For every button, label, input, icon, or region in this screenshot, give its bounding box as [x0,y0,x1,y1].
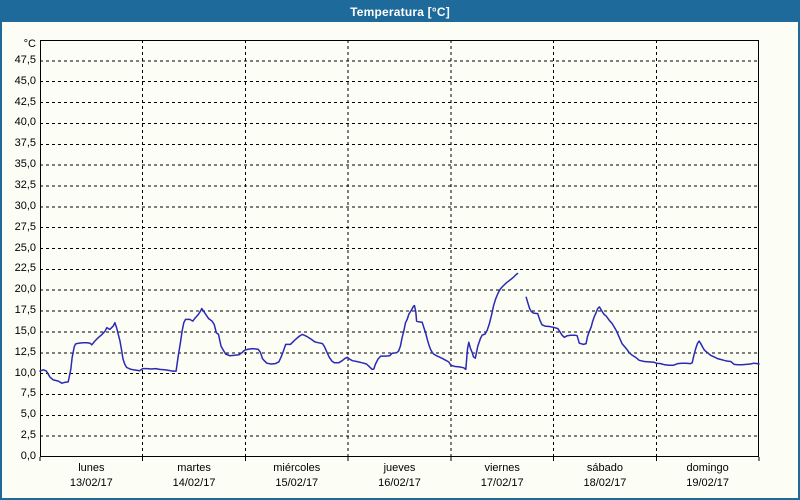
y-axis-tick-label: 12,5 [14,345,36,358]
y-axis-tick-label: 22,5 [14,262,36,275]
window-title: Temperatura [°C] [350,5,450,19]
y-axis-tick-label: 7,5 [20,387,36,400]
y-axis-tick-label: 32,5 [14,178,36,191]
x-axis-day-label: domingo [686,462,729,474]
y-axis-tick-label: 47,5 [14,53,36,66]
x-axis-day-label: viernes [484,462,520,474]
y-axis-tick-label: 2,5 [20,429,36,442]
x-axis-day-label: martes [177,462,211,474]
x-axis-date-label: 17/02/17 [480,477,524,489]
y-axis-tick-label: 42,5 [14,95,36,108]
x-axis-day-label: jueves [383,462,416,474]
x-axis-date-label: 13/02/17 [69,477,113,489]
x-axis-date-label: 19/02/17 [686,477,730,489]
y-axis-tick-label: 0,0 [20,450,36,462]
y-axis-tick-label: 5,0 [20,408,36,421]
y-axis-tick-label: 27,5 [14,220,36,233]
x-axis-day-label: lunes [78,462,105,474]
y-axis-tick-label: 35,0 [14,158,36,171]
x-axis-date-label: 15/02/17 [275,477,319,489]
y-axis-tick-label: 45,0 [14,74,36,87]
x-axis-date-label: 18/02/17 [583,477,627,489]
y-axis-tick-label: 40,0 [14,116,36,129]
y-axis-unit-label: °C [23,38,36,50]
y-axis-tick-label: 37,5 [14,137,36,150]
x-axis-date-label: 14/02/17 [172,477,216,489]
x-axis-day-label: sábado [586,462,623,474]
temperature-line-chart [39,40,760,461]
y-axis-tick-label: 10,0 [14,366,36,379]
plot-area [39,40,760,461]
x-axis-date-label: 16/02/17 [378,477,421,489]
title-bar[interactable]: Temperatura [°C] [2,2,798,22]
x-axis-day-label: miércoles [273,462,321,474]
y-axis-tick-label: 30,0 [14,199,36,212]
y-axis-tick-label: 25,0 [14,241,36,254]
y-axis-tick-label: 20,0 [14,283,36,296]
y-axis-tick-label: 17,5 [14,304,36,317]
y-axis-tick-label: 15,0 [14,324,36,337]
